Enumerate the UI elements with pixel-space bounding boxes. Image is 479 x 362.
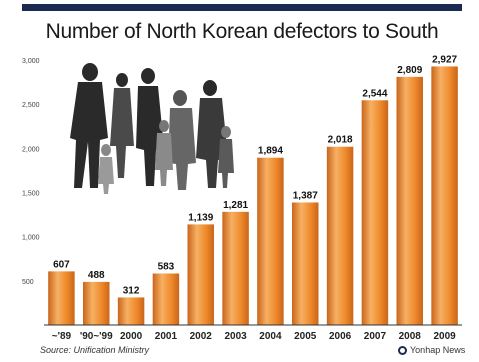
defectors-photo bbox=[70, 63, 234, 194]
x-tick-label: 2009 bbox=[433, 331, 456, 342]
bar-value-label: 312 bbox=[123, 285, 140, 296]
bar bbox=[48, 271, 75, 325]
bar-value-label: 2,927 bbox=[432, 54, 457, 65]
y-tick-label: 1,000 bbox=[22, 235, 40, 242]
x-tick-label: 2006 bbox=[329, 331, 352, 342]
bar-value-label: 488 bbox=[88, 270, 105, 281]
x-tick-label: 2008 bbox=[399, 331, 422, 342]
bar bbox=[187, 224, 214, 325]
header-bar bbox=[22, 4, 462, 11]
bar-value-label: 1,894 bbox=[258, 146, 283, 157]
y-tick-label: 1,500 bbox=[22, 191, 40, 198]
bar-value-label: 2,018 bbox=[328, 135, 353, 146]
x-tick-label: 2003 bbox=[224, 331, 247, 342]
y-tick-label: 2,500 bbox=[22, 102, 40, 109]
y-tick-label: 2,000 bbox=[22, 146, 40, 153]
bar bbox=[326, 146, 354, 325]
credit-label: Yonhap News bbox=[410, 345, 466, 355]
value-labels: 607 488 312 583 1,139 1,281 1,894 1,387 2,018 2,5… bbox=[53, 54, 457, 296]
y-axis-labels: 500 1,000 1,500 2,000 2,500 3,000 bbox=[22, 58, 40, 286]
bar-value-label: 583 bbox=[158, 262, 175, 273]
bar bbox=[222, 211, 249, 325]
x-tick-label: 2001 bbox=[155, 331, 178, 342]
chart-title: Number of North Korean defectors to Sout… bbox=[45, 20, 439, 43]
yonhap-logo-icon bbox=[398, 345, 407, 355]
x-axis-labels: ~'89 '90~'99 2000 2001 2002 2003 2004 2005 2006 2… bbox=[52, 331, 456, 342]
bar bbox=[396, 76, 423, 325]
x-tick-label: 2004 bbox=[259, 331, 282, 342]
bar bbox=[361, 100, 389, 325]
y-tick-label: 3,000 bbox=[22, 58, 40, 65]
bar-value-label: 1,139 bbox=[188, 212, 213, 223]
bar bbox=[257, 157, 284, 325]
bar bbox=[292, 202, 319, 325]
bar bbox=[152, 273, 180, 325]
bar-value-label: 1,281 bbox=[223, 200, 248, 211]
bar bbox=[117, 297, 145, 325]
x-tick-label: 2002 bbox=[190, 331, 213, 342]
credit: Yonhap News bbox=[398, 345, 465, 355]
bar-value-label: 1,387 bbox=[293, 190, 318, 201]
bar bbox=[431, 66, 458, 325]
x-tick-label: ~'89 bbox=[52, 331, 72, 342]
bar bbox=[83, 281, 110, 325]
x-tick-label: 2000 bbox=[120, 331, 143, 342]
source-note: Source: Unification Ministry bbox=[40, 345, 150, 355]
bar-value-label: 607 bbox=[53, 259, 70, 270]
y-tick-label: 500 bbox=[22, 279, 34, 286]
x-tick-label: '90~'99 bbox=[80, 331, 113, 342]
bars bbox=[48, 66, 458, 325]
bar-value-label: 2,544 bbox=[362, 88, 387, 99]
bar-value-label: 2,809 bbox=[397, 65, 422, 76]
x-tick-label: 2007 bbox=[364, 331, 387, 342]
x-tick-label: 2005 bbox=[294, 331, 317, 342]
